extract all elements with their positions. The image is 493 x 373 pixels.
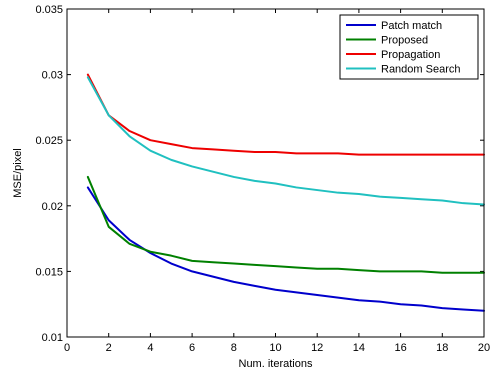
- x-tick-label: 0: [64, 342, 70, 354]
- y-tick-label: 0.01: [42, 332, 63, 344]
- legend-label: Random Search: [381, 64, 461, 76]
- x-tick-label: 4: [147, 342, 153, 354]
- x-tick-label: 18: [436, 342, 448, 354]
- legend-label: Patch match: [381, 20, 442, 32]
- x-tick-label: 8: [231, 342, 237, 354]
- x-axis-label: Num. iterations: [239, 358, 313, 370]
- y-axis-label: MSE/pixel: [12, 148, 24, 198]
- x-tick-label: 2: [106, 342, 112, 354]
- x-tick-label: 20: [478, 342, 490, 354]
- legend-label: Proposed: [381, 35, 428, 47]
- y-tick-label: 0.015: [35, 266, 63, 278]
- y-tick-label: 0.02: [42, 201, 63, 213]
- legend-label: Propagation: [381, 49, 440, 61]
- y-tick-label: 0.03: [42, 70, 63, 82]
- x-tick-label: 14: [353, 342, 365, 354]
- x-tick-label: 10: [269, 342, 281, 354]
- y-tick-label: 0.025: [35, 135, 63, 147]
- x-tick-label: 16: [394, 342, 406, 354]
- x-tick-label: 6: [189, 342, 195, 354]
- y-tick-label: 0.035: [35, 4, 63, 16]
- legend: Patch match Proposed Propagation Random Sea…: [340, 15, 478, 79]
- x-tick-label: 12: [311, 342, 323, 354]
